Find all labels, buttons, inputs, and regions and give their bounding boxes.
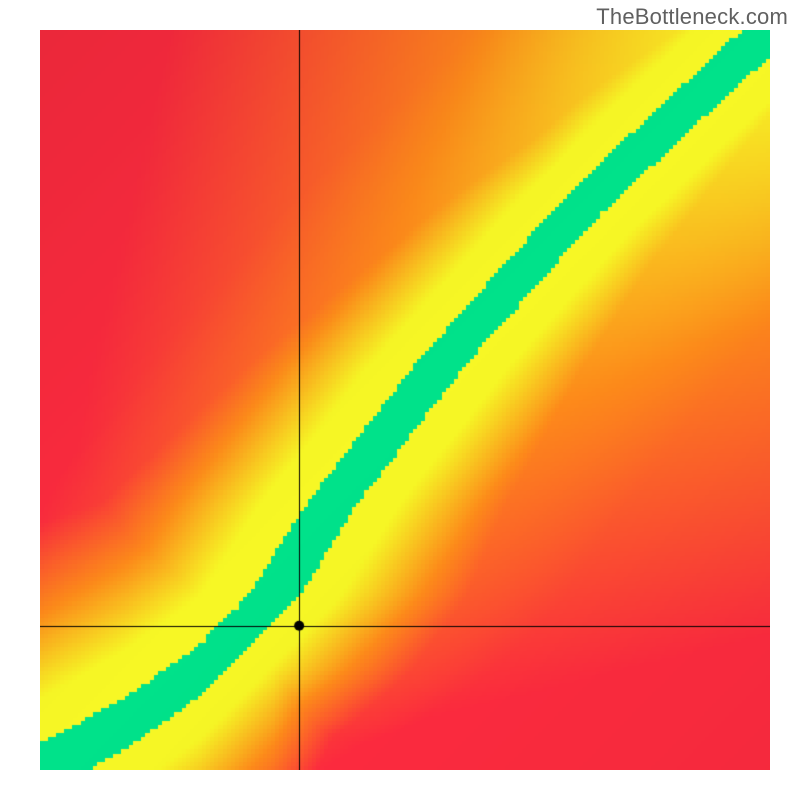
chart-container: TheBottleneck.com xyxy=(0,0,800,800)
bottleneck-heatmap xyxy=(40,30,770,770)
watermark-label: TheBottleneck.com xyxy=(596,4,788,30)
